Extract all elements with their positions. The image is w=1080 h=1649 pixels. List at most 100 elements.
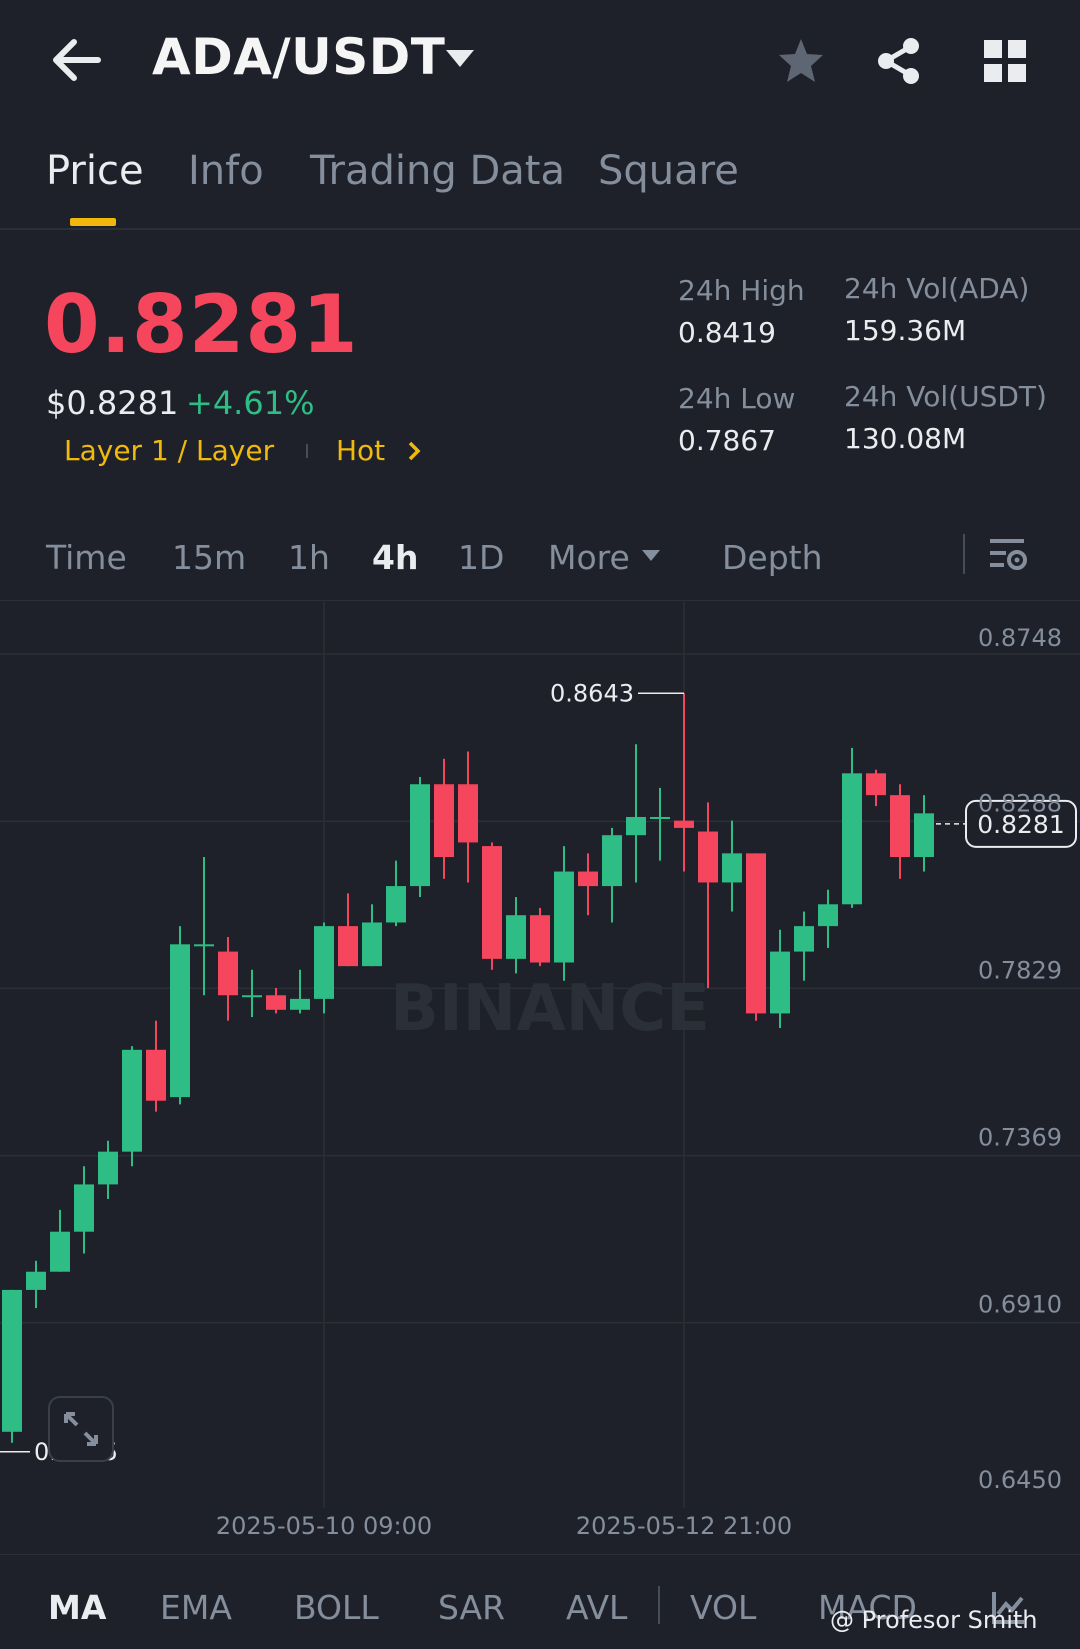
high-label: 24h High [678, 274, 805, 307]
chart-settings-icon[interactable] [988, 536, 1028, 574]
candle-body [578, 871, 598, 887]
interval-time[interactable]: Time [46, 538, 127, 577]
low-value: 0.7867 [678, 424, 776, 457]
candle-body [866, 773, 886, 796]
candle-body [770, 951, 790, 1014]
x-axis-labels: 2025-05-10 09:00 2025-05-12 21:00 [216, 1512, 792, 1540]
binance-watermark: BINANCE [390, 972, 710, 1046]
watermark-text: @ Profesor Smith [830, 1606, 1038, 1634]
candle-body [746, 853, 766, 1014]
y-tick-label: 0.8748 [978, 624, 1062, 652]
indicator-ema[interactable]: EMA [160, 1588, 232, 1627]
last-price: 0.8281 [44, 278, 359, 371]
fullscreen-button[interactable] [48, 1396, 114, 1462]
candle-body [362, 922, 382, 967]
x-tick-label: 2025-05-12 21:00 [576, 1512, 792, 1540]
depth-tab[interactable]: Depth [722, 538, 823, 577]
candle-body [410, 784, 430, 887]
interval-1d[interactable]: 1D [458, 538, 505, 577]
star-icon[interactable] [776, 36, 826, 86]
vol-base-label: 24h Vol(ADA) [844, 272, 1030, 305]
tab-price[interactable]: Price [46, 148, 144, 194]
y-axis-labels: 0.8748 0.8288 0.7829 0.7369 0.6910 0.6450 [978, 624, 1062, 1494]
interval-more[interactable]: More [548, 538, 630, 577]
vol-quote-value: 130.08M [844, 422, 967, 455]
candle-body [890, 795, 910, 857]
indicator-boll[interactable]: BOLL [294, 1588, 379, 1627]
max-price-label: 0.8643 [550, 679, 634, 707]
x-tick-label: 2025-05-10 09:00 [216, 1512, 432, 1540]
current-price-label: 0.8281 [977, 810, 1064, 839]
pair-dropdown-icon[interactable] [446, 50, 474, 67]
candle-body [626, 816, 646, 836]
high-value: 0.8419 [678, 316, 776, 349]
y-tick-label: 0.8288 [978, 789, 1062, 817]
candle-body [218, 951, 238, 996]
vol-base-value: 159.36M [844, 314, 967, 347]
candle-body [794, 926, 814, 952]
candle-body [386, 886, 406, 923]
indicators-divider [0, 1554, 1080, 1555]
indicator-sar[interactable]: SAR [438, 1588, 506, 1627]
candle-body [842, 773, 862, 905]
candle-body [242, 995, 262, 998]
indicator-vol[interactable]: VOL [690, 1588, 757, 1627]
category-tag[interactable]: Layer 1 / Layer [64, 434, 275, 467]
candle-body [434, 784, 454, 857]
candle-body [170, 944, 190, 1098]
candle-body [122, 1049, 142, 1152]
tab-info[interactable]: Info [188, 148, 264, 194]
low-label: 24h Low [678, 382, 796, 415]
tabs-divider [0, 228, 1080, 230]
candle-body [314, 926, 334, 999]
candle-body [674, 820, 694, 828]
candle-body [290, 998, 310, 1010]
interval-4h[interactable]: 4h [372, 538, 419, 577]
candle-body [338, 926, 358, 967]
more-dropdown-icon[interactable] [642, 550, 660, 561]
tag-separator [306, 444, 308, 458]
back-arrow-icon[interactable] [50, 36, 102, 84]
active-tab-indicator [70, 218, 116, 226]
y-tick-label: 0.6910 [978, 1291, 1062, 1319]
y-tick-label: 0.7829 [978, 956, 1062, 984]
indicator-settings-icon[interactable] [990, 1590, 1026, 1626]
candle-body [722, 853, 742, 883]
candle-body [818, 904, 838, 927]
price-change: +4.61% [186, 384, 315, 422]
interval-1h[interactable]: 1h [288, 538, 330, 577]
share-icon[interactable] [874, 36, 924, 86]
chevron-right-icon[interactable] [406, 440, 422, 462]
grid-icon[interactable] [980, 36, 1030, 86]
candle-body [482, 846, 502, 959]
tab-trading-data[interactable]: Trading Data [310, 148, 565, 194]
y-tick-label: 0.6450 [978, 1466, 1062, 1494]
interval-15m[interactable]: 15m [172, 538, 247, 577]
tab-square[interactable]: Square [598, 148, 739, 194]
candles-group [2, 693, 934, 1443]
candle-body [26, 1271, 46, 1290]
indicator-ma[interactable]: MA [48, 1588, 107, 1627]
candle-body [50, 1231, 70, 1272]
indicator-separator [658, 1586, 660, 1624]
candle-body [146, 1049, 166, 1101]
indicator-avl[interactable]: AVL [566, 1588, 628, 1627]
hot-tag[interactable]: Hot [336, 434, 386, 467]
candle-body [698, 831, 718, 883]
candle-body [98, 1151, 118, 1185]
candle-body [554, 871, 574, 963]
pair-title[interactable]: ADA/USDT [152, 28, 446, 86]
candle-body [266, 995, 286, 1010]
current-price-box [965, 799, 1077, 848]
indicator-macd[interactable]: MACD [818, 1588, 917, 1627]
expand-icon [64, 1412, 98, 1446]
usd-price: $0.8281 [46, 384, 179, 422]
candle-body [530, 915, 550, 963]
candle-body [74, 1184, 94, 1232]
candle-body [458, 784, 478, 843]
candle-body [2, 1289, 22, 1432]
interval-separator [963, 534, 965, 574]
candle-body [650, 816, 670, 819]
chart-top-divider [0, 600, 1080, 601]
